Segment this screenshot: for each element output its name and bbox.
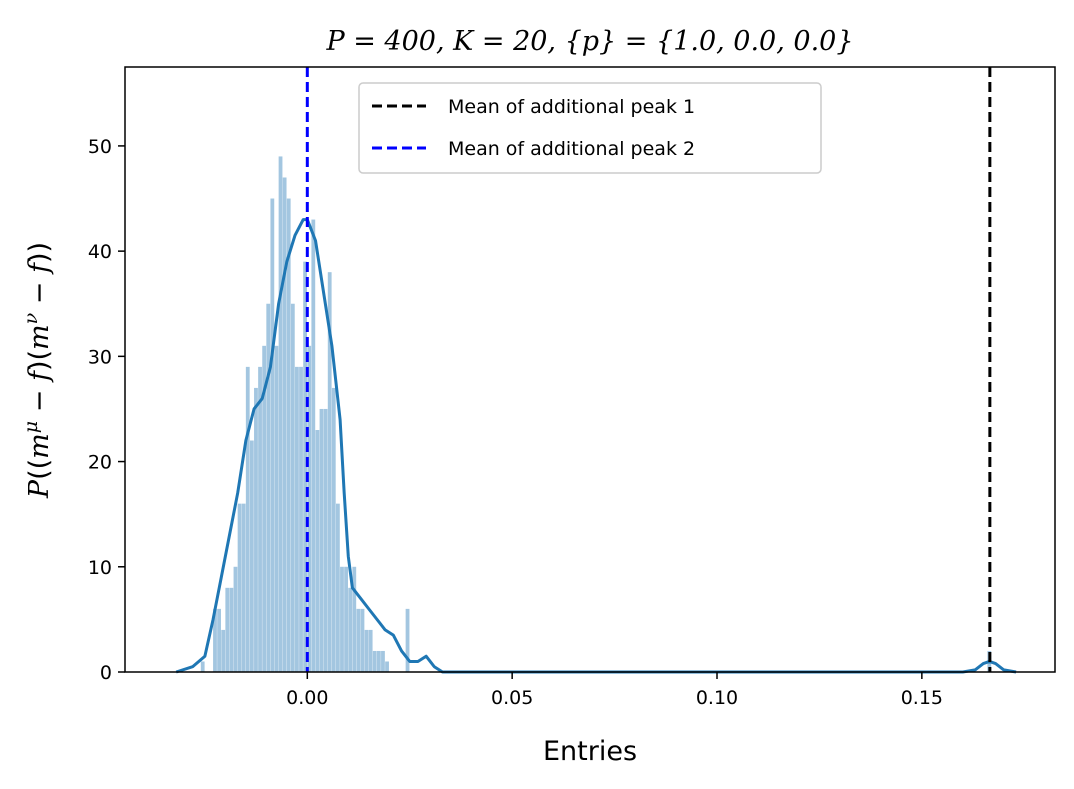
histogram-bar [344, 566, 348, 672]
histogram-bar [221, 629, 226, 672]
histogram-bar [311, 219, 316, 672]
y-axis-ticks: 0 10 20 30 40 50 [88, 136, 125, 684]
histogram-bar [217, 608, 221, 672]
histogram-bar [331, 387, 336, 672]
x-tick-label: 0.15 [901, 687, 943, 709]
histogram-bar [372, 650, 377, 672]
histogram-bar [274, 345, 279, 672]
histogram-bar [352, 566, 357, 672]
histogram-bar [348, 587, 353, 672]
y-tick-label: 40 [88, 241, 112, 263]
histogram-bar [381, 650, 385, 672]
axes-frame [124, 66, 1056, 673]
histogram-bar [258, 366, 262, 672]
histogram-bar [295, 366, 299, 672]
histogram-bar [237, 503, 242, 672]
histogram-bar [270, 198, 275, 673]
histogram-bar [319, 408, 324, 672]
y-tick-label: 10 [88, 557, 112, 579]
histogram-bar [278, 156, 283, 672]
y-tick-label: 50 [88, 136, 112, 158]
histogram-bar [327, 272, 332, 672]
histogram-bar [245, 366, 250, 672]
histogram-bar [200, 661, 205, 672]
histogram-bar [335, 503, 340, 672]
histogram-bar [405, 608, 410, 672]
histogram-bar [290, 303, 295, 672]
histogram-bar [340, 566, 344, 672]
histogram-bar [262, 345, 267, 672]
histogram-bar [254, 387, 258, 672]
histogram-bar [315, 430, 320, 672]
mean-lines [305, 67, 992, 672]
histogram-bar [356, 608, 361, 672]
x-tick-label: 0.05 [491, 687, 533, 709]
histogram-bar [368, 629, 373, 672]
histogram-bar [299, 366, 303, 672]
histogram-bar [249, 440, 254, 672]
histogram-bar [233, 566, 238, 672]
histogram-bars [200, 156, 992, 673]
x-axis-ticks: 0.00 0.05 0.10 0.15 [286, 672, 943, 709]
histogram-bar [364, 629, 369, 672]
histogram-bar [385, 661, 389, 672]
y-tick-label: 30 [88, 346, 112, 368]
x-tick-label: 0.00 [286, 687, 328, 709]
histogram-bar [286, 198, 291, 673]
legend-box [358, 82, 822, 174]
histogram-bar [323, 408, 328, 672]
plot-area [175, 67, 1017, 674]
histogram-bar [266, 303, 271, 672]
x-axis-label: Entries [543, 736, 637, 767]
y-axis-label: P((mμ − f)(mν − f)) [20, 242, 55, 499]
y-tick-label: 20 [88, 452, 112, 474]
x-tick-label: 0.10 [696, 687, 738, 709]
y-tick-label: 0 [100, 662, 112, 684]
histogram-bar [213, 608, 217, 672]
histogram-bar [303, 261, 308, 672]
legend-label-peak-2: Mean of additional peak 2 [448, 138, 695, 160]
legend-label-peak-1: Mean of additional peak 1 [448, 96, 695, 118]
histogram-bar [282, 177, 287, 672]
histogram-bar [225, 587, 230, 672]
chart-title: P = 400, K = 20, {p} = {1.0, 0.0, 0.0} [325, 26, 853, 57]
histogram-bar [241, 503, 246, 672]
histogram-bar [307, 345, 312, 672]
histogram-bar [360, 608, 365, 672]
histogram-bar [229, 587, 234, 672]
histogram-bar [376, 650, 381, 672]
legend: Mean of additional peak 1 Mean of additi… [358, 82, 822, 174]
